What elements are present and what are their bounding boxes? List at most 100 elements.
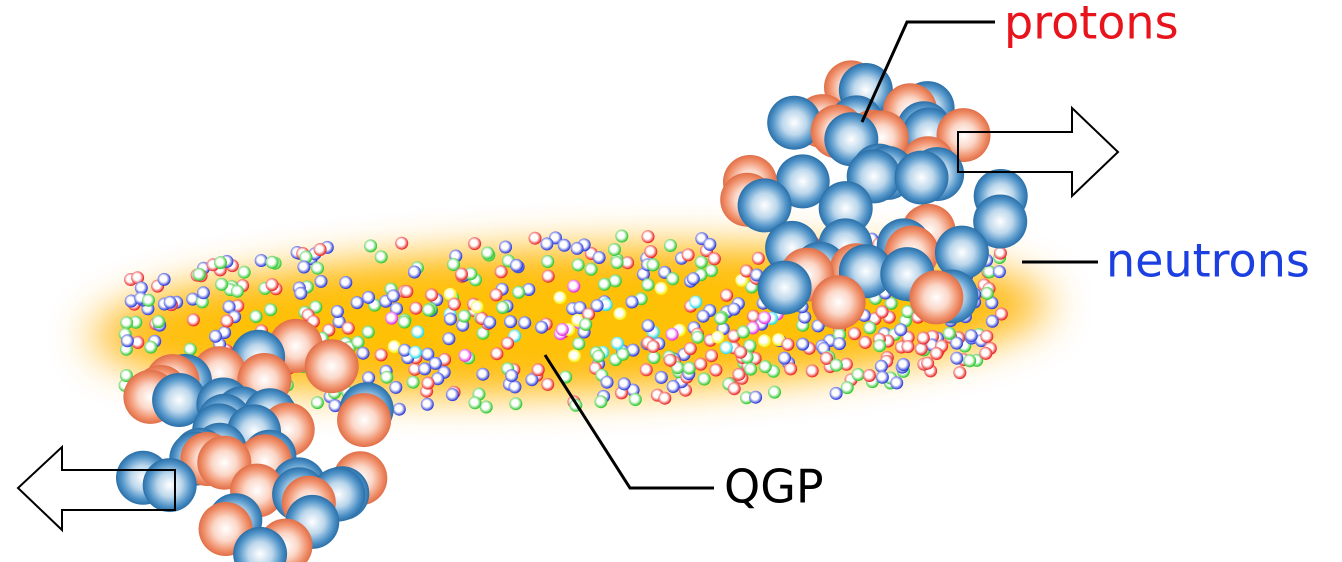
particle: [829, 386, 843, 400]
particle: [431, 372, 445, 386]
particle: [220, 314, 234, 328]
particle: [297, 260, 311, 274]
particle: [420, 397, 434, 411]
particle: [743, 339, 757, 353]
particle: [832, 337, 846, 351]
particle: [594, 395, 608, 409]
particle: [646, 258, 660, 272]
particle: [481, 246, 495, 260]
particle: [613, 307, 627, 321]
particle: [553, 291, 567, 305]
particle: [749, 390, 763, 404]
particle: [309, 300, 323, 314]
particle: [341, 321, 355, 335]
particle: [848, 327, 861, 341]
particle: [364, 239, 378, 253]
particle: [980, 286, 994, 300]
particle: [504, 315, 517, 329]
particle: [131, 271, 145, 285]
particle: [398, 343, 412, 357]
particle: [950, 336, 964, 350]
particle: [361, 325, 375, 339]
particle: [362, 290, 375, 304]
particle: [597, 277, 611, 291]
particle: [131, 335, 145, 349]
particle: [395, 236, 409, 250]
particle: [408, 362, 422, 376]
particle: [568, 349, 581, 363]
particle: [914, 342, 928, 356]
particle: [628, 393, 642, 406]
particle: [496, 301, 510, 314]
particle: [833, 328, 846, 342]
particle: [447, 297, 461, 311]
particle: [409, 301, 423, 315]
particle: [778, 351, 791, 365]
particle: [820, 351, 833, 365]
neutron: [142, 458, 197, 513]
neutron: [233, 526, 288, 562]
particle: [457, 309, 471, 323]
particle: [134, 281, 148, 295]
particle: [374, 250, 388, 264]
particle: [751, 251, 765, 265]
particle: [709, 363, 723, 377]
particle: [196, 286, 210, 300]
particle: [711, 330, 725, 344]
particle: [518, 316, 532, 330]
particle: [805, 364, 819, 378]
neutrons-label: neutrons: [1106, 234, 1310, 288]
particle: [950, 351, 964, 365]
particle: [418, 362, 432, 376]
particle: [901, 305, 915, 319]
particle: [930, 347, 944, 360]
particle: [265, 255, 279, 269]
particle: [862, 369, 876, 382]
particle: [540, 237, 554, 251]
proton: [811, 275, 866, 330]
neutron: [894, 150, 949, 205]
particle: [387, 340, 401, 354]
particle: [501, 336, 515, 350]
particle: [528, 231, 542, 245]
particle: [328, 399, 342, 413]
particle: [490, 347, 504, 361]
particle: [443, 312, 457, 326]
particle: [873, 339, 887, 353]
particle: [768, 385, 781, 399]
particle: [264, 303, 278, 317]
proton: [337, 393, 392, 448]
particle: [579, 317, 593, 331]
particle: [362, 371, 376, 385]
particle: [215, 277, 229, 291]
particle: [874, 359, 888, 373]
particle: [727, 382, 741, 396]
particle: [249, 310, 263, 323]
particle: [694, 357, 708, 371]
particle: [714, 311, 728, 325]
particle: [425, 288, 439, 302]
particle: [120, 316, 134, 330]
particle: [557, 238, 571, 252]
particle: [646, 339, 660, 353]
particle: [654, 370, 668, 384]
particle: [294, 286, 308, 300]
particle: [314, 274, 328, 288]
particle: [350, 296, 364, 310]
particle: [468, 237, 482, 251]
particle: [428, 356, 442, 370]
particle: [916, 331, 930, 345]
particle: [555, 323, 569, 336]
particle: [666, 272, 680, 286]
particle: [592, 251, 606, 264]
particle: [736, 325, 750, 339]
particle: [757, 334, 771, 348]
qgp-label: QGP: [724, 460, 824, 514]
particle: [875, 370, 889, 384]
particle: [746, 309, 760, 323]
proton: [304, 339, 359, 394]
particle: [626, 343, 640, 357]
particle: [120, 334, 134, 348]
